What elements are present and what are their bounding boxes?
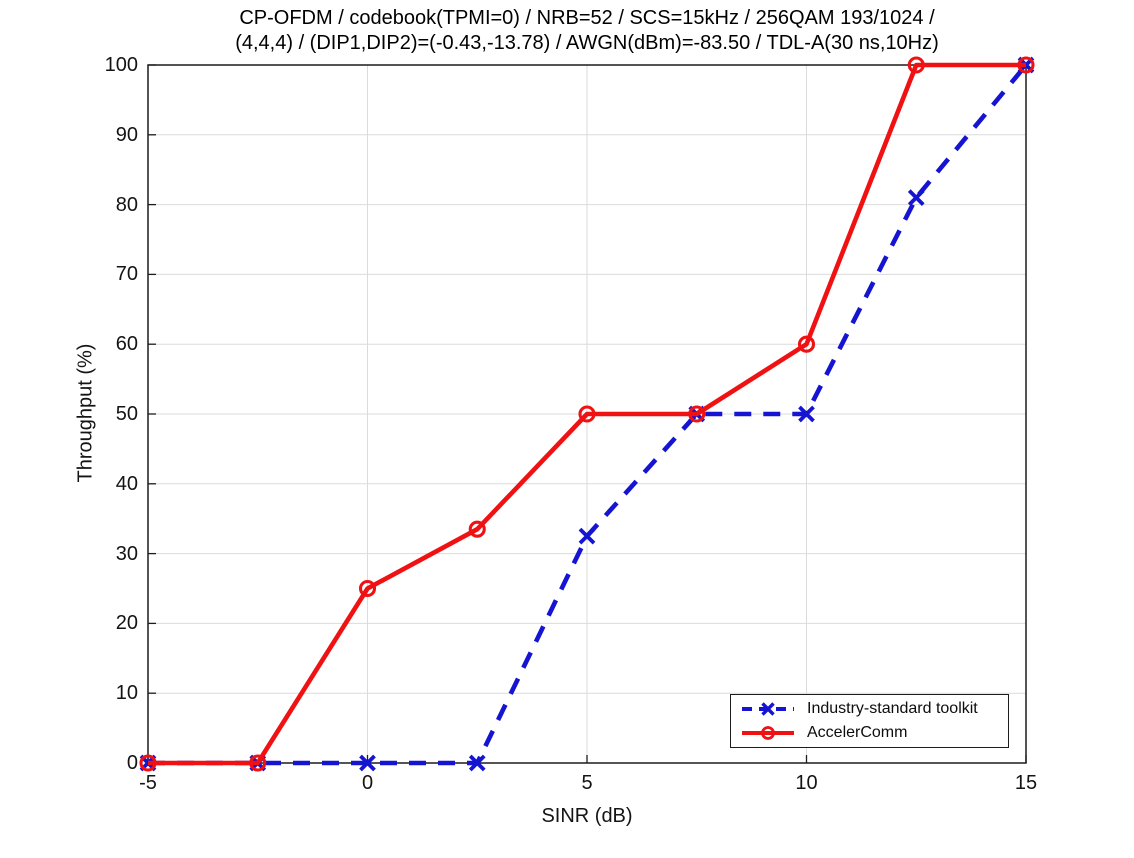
data-point-marker-circle [139, 754, 157, 772]
legend: Industry-standard toolkit AccelerComm [730, 694, 1009, 748]
data-point-marker-circle [797, 335, 816, 353]
data-point-marker-circle [761, 725, 775, 740]
data-point-marker-circle [358, 579, 377, 598]
legend-label-accelercomm: AccelerComm [807, 723, 908, 741]
y-tick-label: 70 [115, 263, 138, 286]
data-point-marker-x [907, 189, 925, 206]
data-point-marker-x [359, 754, 376, 772]
y-tick-label: 80 [115, 193, 138, 216]
legend-label-industry-standard: Industry-standard toolkit [807, 700, 978, 718]
x-tick-label: 10 [795, 772, 818, 794]
data-point-marker-circle [578, 405, 596, 423]
x-tick-label: 5 [581, 772, 593, 794]
legend-solid-line-sample [742, 725, 794, 740]
legend-entry-industry-standard: Industry-standard toolkit [739, 698, 1000, 720]
data-point-marker-x [578, 527, 596, 545]
y-tick-label: 20 [115, 612, 138, 635]
y-tick-label: 50 [115, 403, 138, 425]
data-point-marker-circle [468, 520, 486, 538]
data-point-marker-circle [688, 405, 706, 423]
x-tick-label: 15 [1014, 772, 1038, 794]
y-tick-label: 0 [126, 752, 138, 774]
y-tick-label: 60 [115, 333, 138, 356]
y-tick-label: 90 [115, 123, 138, 146]
x-tick-label: 0 [361, 772, 374, 794]
plot-area [139, 56, 1035, 772]
data-point-marker-circle [1017, 56, 1035, 74]
data-point-marker-x [798, 405, 815, 423]
data-point-marker-circle [907, 56, 925, 74]
chart-title: CP-OFDM / codebook(TPMI=0) / NRB=52 / SC… [118, 6, 1056, 56]
y-tick-label: 40 [115, 472, 138, 495]
x-tick-label: -5 [139, 772, 157, 794]
series-line-1 [148, 62, 1026, 766]
y-tick-label: 30 [115, 542, 138, 565]
x-axis-label: SINR (dB) [541, 805, 633, 827]
data-point-marker-x [761, 702, 775, 717]
data-point-marker-x [468, 754, 486, 772]
legend-entry-accelercomm: AccelerComm [739, 722, 1000, 744]
data-point-marker-circle [249, 754, 267, 772]
y-tick-label: 10 [115, 682, 138, 705]
chart-title-line2: (4,4,4) / (DIP1,DIP2)=(-0.43,-13.78) / A… [235, 32, 939, 54]
chart-title-line1: CP-OFDM / codebook(TPMI=0) / NRB=52 / SC… [239, 7, 935, 29]
y-tick-label: 100 [104, 54, 138, 76]
legend-dashed-line-sample [742, 702, 794, 717]
